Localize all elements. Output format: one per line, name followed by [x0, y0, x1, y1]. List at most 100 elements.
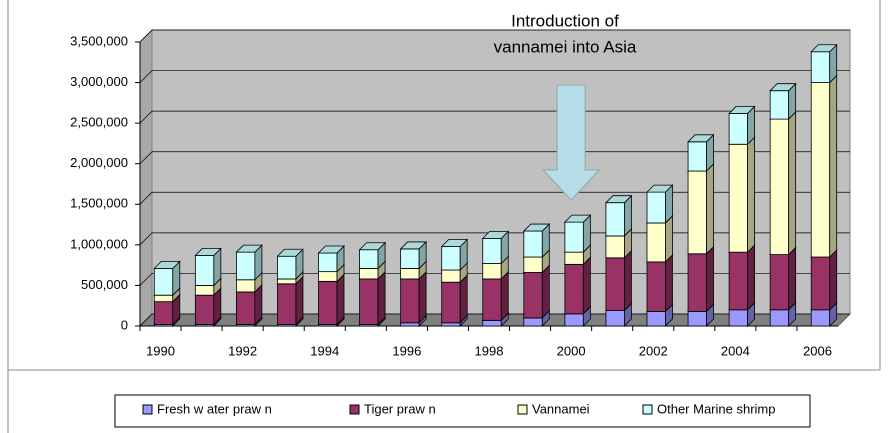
- bar-front: [482, 237, 502, 264]
- grid-line: [139, 191, 850, 205]
- bar-side: [788, 111, 797, 256]
- bar-front: [441, 269, 461, 283]
- bar-segment: [769, 111, 797, 256]
- bar-segment: [728, 244, 756, 311]
- bar-front: [400, 278, 420, 324]
- bar-front: [523, 230, 543, 258]
- bar-front: [482, 263, 502, 280]
- bar-front: [153, 267, 174, 296]
- bar-segment: [728, 136, 756, 254]
- bar-front: [523, 272, 543, 319]
- legend-label: Vannamei: [532, 401, 590, 416]
- bar-segment: [440, 238, 469, 271]
- bar-top: [194, 248, 222, 256]
- bar-segment: [481, 270, 510, 322]
- bar-segment: [563, 214, 592, 254]
- bar-front: [564, 221, 584, 253]
- bar-segment: [646, 184, 674, 224]
- bar-front: [769, 90, 790, 120]
- bar-front: [810, 256, 831, 311]
- bar-front: [728, 143, 748, 253]
- bar-side: [624, 249, 632, 312]
- bar-front: [236, 279, 256, 293]
- bar-front: [359, 278, 379, 325]
- y-tick-label: 500,000: [81, 277, 128, 292]
- bar-side: [829, 74, 838, 258]
- y-tick-label: 3,500,000: [70, 33, 128, 48]
- bar-top: [481, 230, 510, 239]
- bar-front: [359, 249, 379, 269]
- y-tick-label: 1,000,000: [70, 236, 128, 251]
- y-tick-label: 2,000,000: [70, 155, 128, 170]
- bar-front: [441, 246, 461, 271]
- x-tick-label: 1998: [475, 343, 504, 358]
- bar-segment: [687, 245, 715, 313]
- bar-side: [500, 270, 509, 322]
- bar-front: [153, 294, 174, 303]
- bar-front: [400, 267, 420, 280]
- bar-side: [706, 245, 714, 313]
- bar-front: [153, 301, 174, 325]
- bar-front: [564, 263, 584, 315]
- bar-front: [400, 322, 420, 327]
- bar-front: [277, 278, 297, 285]
- y-tick-label: 3,000,000: [70, 74, 128, 89]
- bar-side: [377, 270, 386, 326]
- bar-segment: [358, 270, 387, 326]
- x-tick-label: 1992: [228, 343, 257, 358]
- bar-side: [747, 136, 755, 254]
- bar-side: [336, 273, 345, 326]
- bar-top: [235, 244, 263, 253]
- bar-segment: [317, 245, 345, 273]
- bar-front: [359, 267, 379, 280]
- legend-label: Fresh w ater praw n: [157, 401, 272, 416]
- legend-label: Other Marine shrimp: [657, 401, 775, 416]
- bar-front: [400, 248, 420, 269]
- legend-box: [114, 394, 811, 428]
- bar-front: [441, 281, 461, 324]
- bar-front: [728, 251, 748, 311]
- x-tick-label: 2002: [639, 343, 668, 358]
- bar-front: [646, 261, 666, 312]
- x-tick-label: 2004: [721, 343, 750, 358]
- bar-segment: [194, 247, 222, 287]
- bar-side: [747, 244, 755, 311]
- bar-segment: [399, 240, 428, 270]
- bar-front: [236, 291, 256, 325]
- bar-side: [459, 274, 468, 324]
- bar-front: [523, 317, 543, 327]
- legend-swatch: [142, 404, 153, 415]
- bar-side: [788, 246, 797, 311]
- bar-top: [728, 106, 756, 114]
- bar-top: [522, 223, 551, 232]
- annotation-arrow: [541, 84, 601, 201]
- x-tick-label: 2000: [557, 343, 586, 358]
- bar-front: [564, 313, 584, 327]
- bar-side: [665, 253, 673, 313]
- bar-front: [687, 170, 707, 255]
- x-tick-label: 1994: [310, 343, 339, 358]
- grid-line: [139, 110, 850, 124]
- bar-side: [665, 214, 673, 263]
- bar-segment: [153, 260, 181, 297]
- bar-segment: [810, 249, 838, 311]
- bar-front: [194, 255, 215, 286]
- side-wall: [139, 28, 153, 328]
- y-tick-label: 0: [121, 317, 128, 332]
- bar-front: [687, 310, 707, 327]
- bar-segment: [522, 264, 551, 319]
- bar-front: [687, 141, 707, 172]
- bar-segment: [358, 241, 387, 270]
- bar-front: [482, 278, 502, 321]
- bar-side: [541, 264, 550, 319]
- bar-front: [728, 309, 748, 327]
- bar-front: [605, 235, 625, 259]
- bar-front: [318, 271, 338, 282]
- bar-front: [769, 254, 790, 311]
- bar-front: [277, 283, 297, 325]
- bar-top: [563, 214, 592, 223]
- bar-segment: [810, 74, 838, 258]
- y-tick-label: 1,500,000: [70, 196, 128, 211]
- legend-swatch: [642, 404, 653, 415]
